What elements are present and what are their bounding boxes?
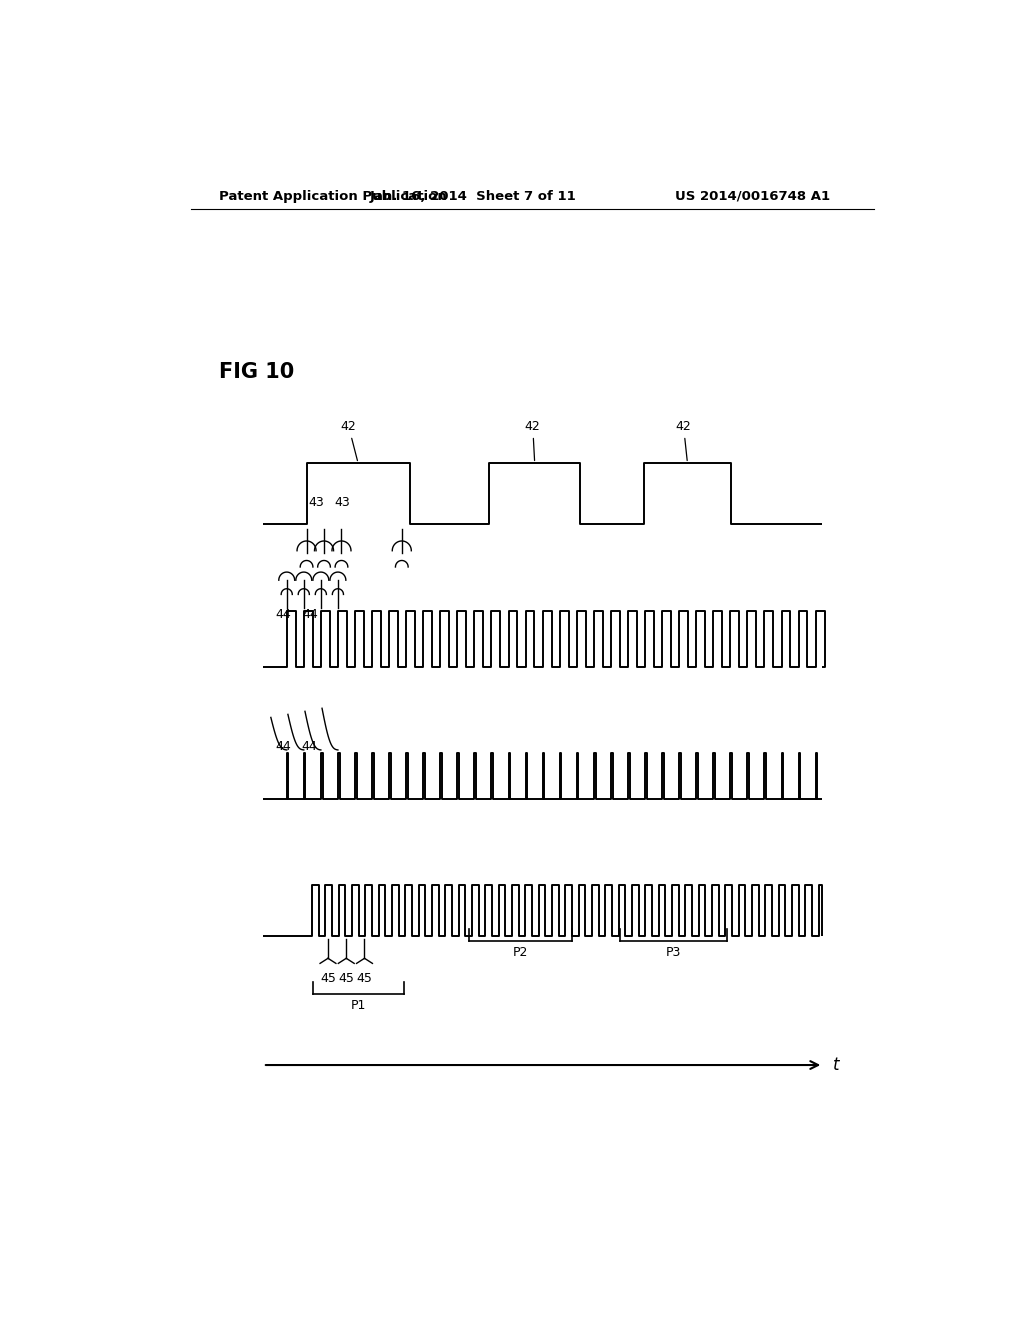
Text: 43: 43 <box>335 496 350 510</box>
Text: 44: 44 <box>274 741 291 752</box>
Text: 42: 42 <box>676 420 691 461</box>
Text: Jan. 16, 2014  Sheet 7 of 11: Jan. 16, 2014 Sheet 7 of 11 <box>370 190 577 202</box>
Text: FIG 10: FIG 10 <box>219 362 295 381</box>
Text: t: t <box>833 1056 840 1074</box>
Text: US 2014/0016748 A1: US 2014/0016748 A1 <box>675 190 830 202</box>
Text: 44: 44 <box>274 609 291 620</box>
Text: 45: 45 <box>338 972 354 985</box>
Text: 45: 45 <box>321 972 336 985</box>
Text: 45: 45 <box>356 972 373 985</box>
Text: Patent Application Publication: Patent Application Publication <box>219 190 447 202</box>
Text: P3: P3 <box>666 946 681 960</box>
Text: 42: 42 <box>525 420 541 461</box>
Text: 44: 44 <box>301 741 316 752</box>
Text: 43: 43 <box>308 496 324 510</box>
Text: 44: 44 <box>303 609 318 620</box>
Text: 42: 42 <box>341 420 357 461</box>
Text: P1: P1 <box>351 999 367 1012</box>
Text: P2: P2 <box>513 946 528 960</box>
